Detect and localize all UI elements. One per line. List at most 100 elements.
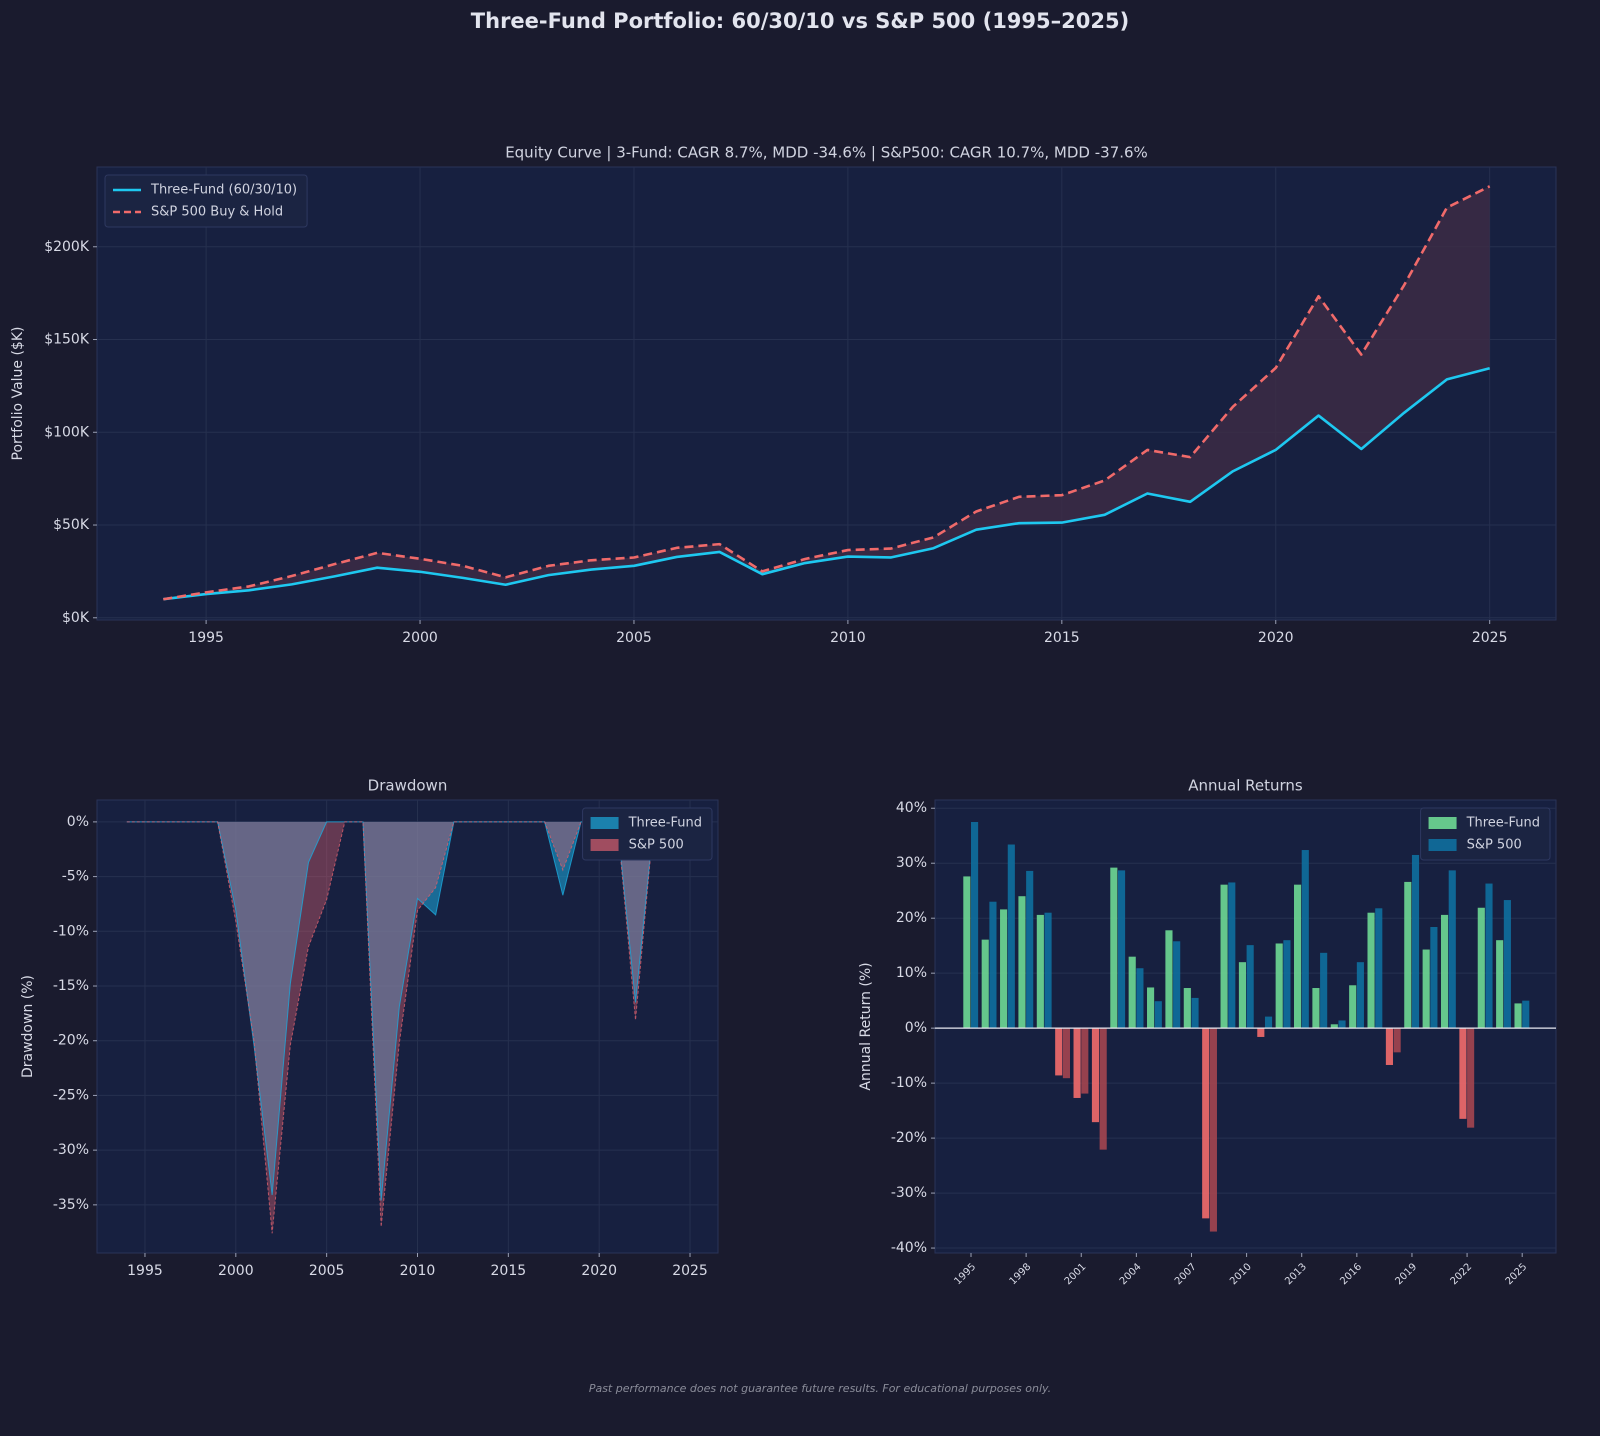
x-tick-label: 2015 xyxy=(491,1263,527,1279)
bar xyxy=(1081,1028,1089,1094)
subplot-title: Drawdown xyxy=(368,777,448,795)
y-tick-label: 0% xyxy=(67,814,89,830)
bar xyxy=(1477,907,1485,1029)
bar xyxy=(1275,943,1283,1029)
bar xyxy=(1514,1003,1522,1029)
bar xyxy=(1301,850,1309,1029)
bar xyxy=(1385,1028,1393,1065)
bar xyxy=(1055,1028,1063,1076)
bar xyxy=(1044,912,1052,1029)
bar xyxy=(1522,1000,1530,1029)
x-tick-label: 1995 xyxy=(952,1261,978,1287)
x-tick-label: 2015 xyxy=(1044,630,1080,646)
x-tick-label: 2007 xyxy=(1173,1261,1199,1287)
x-tick-label: 2010 xyxy=(830,630,866,646)
bar xyxy=(1440,914,1449,1029)
bar xyxy=(1147,987,1155,1029)
y-tick-label: -30% xyxy=(891,1185,927,1201)
legend-label: Three-Fund xyxy=(1466,816,1540,831)
series-line xyxy=(163,185,1491,601)
bar xyxy=(1117,870,1126,1029)
x-tick-label: 2001 xyxy=(1063,1261,1089,1287)
bar xyxy=(1073,1028,1081,1098)
bar xyxy=(1036,914,1044,1029)
y-tick-label: -5% xyxy=(62,869,89,885)
legend-swatch xyxy=(590,817,619,829)
area-fill xyxy=(126,821,691,1201)
legend-swatch xyxy=(590,839,619,851)
area-edge xyxy=(126,821,691,1234)
y-tick-label: $100K xyxy=(44,424,90,440)
bar xyxy=(971,821,979,1029)
y-tick-label: -30% xyxy=(53,1142,89,1158)
bar xyxy=(1018,896,1026,1029)
subplot: Drawdown Drawdown (%) 0% -5% -10% -15% -20% -25… xyxy=(20,777,719,1279)
x-tick-label: 2020 xyxy=(1258,630,1294,646)
subplot: Annual Returns Annual Return (%) 40% 30% 20%… xyxy=(858,777,1557,1287)
bar xyxy=(1110,867,1118,1029)
x-tick-label: 2025 xyxy=(1504,1261,1530,1287)
bar xyxy=(1356,962,1364,1029)
y-tick-label: -20% xyxy=(53,1033,89,1049)
legend-label: S&P 500 Buy & Hold xyxy=(151,205,283,220)
x-tick-label: 2025 xyxy=(672,1263,708,1279)
bar xyxy=(1128,956,1136,1029)
subplot-title: Annual Returns xyxy=(1188,777,1303,795)
bar xyxy=(1191,997,1199,1029)
bar xyxy=(1283,940,1291,1029)
bar xyxy=(1209,1028,1217,1232)
bar xyxy=(1404,881,1412,1029)
y-tick-label: -10% xyxy=(53,923,89,939)
legend: Three-Fund S&P 500 xyxy=(582,807,713,861)
area-fill xyxy=(126,821,691,1234)
bar xyxy=(1411,854,1420,1029)
legend-label: S&P 500 xyxy=(1467,838,1522,853)
bar xyxy=(1136,968,1144,1029)
legend-swatch xyxy=(1428,839,1457,851)
y-tick-label: 30% xyxy=(896,855,927,871)
x-tick-label: 2022 xyxy=(1449,1261,1475,1287)
x-tick-label: 2000 xyxy=(218,1263,254,1279)
bar xyxy=(1485,883,1493,1029)
bar xyxy=(1264,1016,1273,1029)
bar xyxy=(1496,940,1504,1029)
bar xyxy=(1246,945,1254,1029)
y-tick-label: 0% xyxy=(905,1020,927,1036)
bar xyxy=(1367,912,1375,1029)
bar xyxy=(1091,1028,1100,1123)
footnote: Past performance does not guarantee futu… xyxy=(589,1382,1051,1395)
legend-swatch xyxy=(1428,817,1457,829)
bar xyxy=(1422,949,1430,1029)
bar xyxy=(1503,900,1511,1029)
bar xyxy=(1375,908,1383,1029)
y-tick-label: 40% xyxy=(896,800,927,816)
series-line xyxy=(163,367,1491,601)
bar xyxy=(1228,882,1236,1029)
bar xyxy=(1320,952,1328,1029)
x-tick-label: 2005 xyxy=(309,1263,345,1279)
bar xyxy=(1312,988,1320,1029)
x-tick-label: 2013 xyxy=(1283,1261,1309,1287)
y-tick-label: $200K xyxy=(44,239,90,255)
legend: Three-Fund (60/30/10) S&P 500 Buy & Hold xyxy=(104,174,308,228)
legend-box xyxy=(104,174,308,228)
bar xyxy=(989,901,997,1029)
bar xyxy=(1448,870,1456,1029)
y-axis-label: Annual Return (%) xyxy=(858,962,874,1090)
y-axis-label: Drawdown (%) xyxy=(20,975,36,1078)
bar xyxy=(1430,926,1438,1029)
bar xyxy=(1154,1001,1162,1029)
y-tick-label: -15% xyxy=(53,978,89,994)
y-tick-label: 20% xyxy=(896,910,927,926)
x-tick-label: 1995 xyxy=(188,630,224,646)
bar xyxy=(1000,909,1008,1029)
legend-label: S&P 500 xyxy=(629,838,684,853)
y-tick-label: $50K xyxy=(53,517,90,533)
y-tick-label: -20% xyxy=(891,1130,927,1146)
bar xyxy=(1338,1020,1346,1029)
x-tick-label: 2019 xyxy=(1393,1261,1419,1287)
x-tick-label: 2010 xyxy=(400,1263,436,1279)
legend-label: Three-Fund (60/30/10) xyxy=(150,183,297,198)
y-tick-label: -10% xyxy=(891,1075,927,1091)
bar xyxy=(963,876,971,1029)
